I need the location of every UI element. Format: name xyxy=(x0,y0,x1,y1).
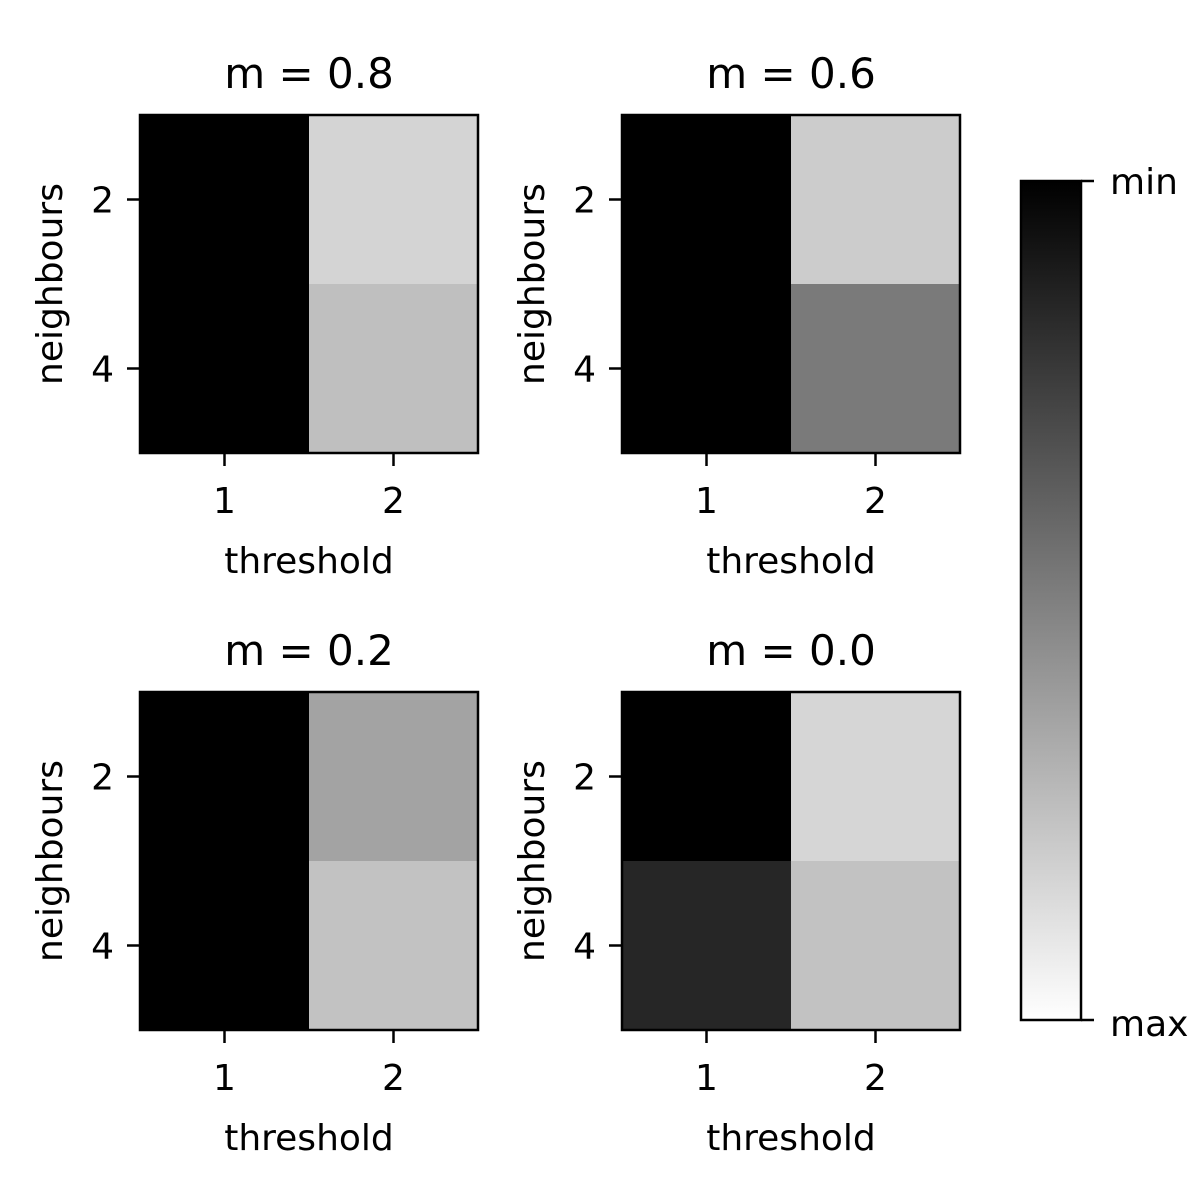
panel-title: m = 0.6 xyxy=(706,49,876,98)
panel-title: m = 0.2 xyxy=(224,626,394,675)
heatmap-cell-r1-c1 xyxy=(140,115,310,285)
heatmap-cell-r2-c1 xyxy=(140,861,310,1031)
axes-frame xyxy=(138,113,480,455)
heatmap-cell-r2-c1 xyxy=(622,284,792,454)
heatmap-cell-r1-c2 xyxy=(309,692,479,862)
axes-frame xyxy=(138,690,480,1032)
heatmap-cell-r1-c1 xyxy=(622,692,792,862)
x-tick-label-2: 2 xyxy=(864,1058,887,1099)
heatmap-cell-r1-c2 xyxy=(309,115,479,285)
x-axis-label: threshold xyxy=(224,541,394,582)
x-tick-label-1: 1 xyxy=(213,1058,236,1099)
y-axis-label: neighbours xyxy=(512,760,553,962)
colorbar-label-min: min xyxy=(1110,162,1178,203)
x-tick-label-2: 2 xyxy=(382,481,405,522)
colorbar-label-max: max xyxy=(1110,1004,1188,1045)
heatmap-cell-r2-c2 xyxy=(791,284,961,454)
y-axis-label: neighbours xyxy=(30,183,71,385)
y-tick-label-4: 4 xyxy=(573,350,596,391)
heatmap-cell-r2-c2 xyxy=(309,284,479,454)
colorbar: min max xyxy=(1019,162,1188,1045)
colorbar-frame xyxy=(1019,179,1083,1022)
x-tick-label-1: 1 xyxy=(695,481,718,522)
y-tick-label-4: 4 xyxy=(91,927,114,968)
panel-title: m = 0.8 xyxy=(224,49,394,98)
heatmap-cell-r2-c2 xyxy=(309,861,479,1031)
y-axis-label: neighbours xyxy=(30,760,71,962)
y-tick-label-4: 4 xyxy=(91,350,114,391)
heatmap-panel-4: m = 0.0 1 2 2 4 threshold neighbours xyxy=(512,626,962,1159)
x-axis-label: threshold xyxy=(706,541,876,582)
x-tick-label-2: 2 xyxy=(382,1058,405,1099)
y-axis-label: neighbours xyxy=(512,183,553,385)
heatmap-cell-r2-c1 xyxy=(140,284,310,454)
heatmap-panel-3: m = 0.2 1 2 2 4 threshold neighbours xyxy=(30,626,480,1159)
heatmap-panel-2: m = 0.6 1 2 2 4 threshold neighbours xyxy=(512,49,962,582)
x-tick-label-2: 2 xyxy=(864,481,887,522)
heatmap-panels: m = 0.8 1 2 2 4 threshold neighbours m = 0.6 1 2 2… xyxy=(30,49,962,1159)
axes-frame xyxy=(620,113,962,455)
y-tick-label-2: 2 xyxy=(573,758,596,799)
x-axis-label: threshold xyxy=(224,1118,394,1159)
x-tick-label-1: 1 xyxy=(695,1058,718,1099)
heatmap-cell-r1-c2 xyxy=(791,692,961,862)
heatmap-cell-r2-c1 xyxy=(622,861,792,1031)
y-tick-label-4: 4 xyxy=(573,927,596,968)
panel-title: m = 0.0 xyxy=(706,626,876,675)
heatmap-cell-r2-c2 xyxy=(791,861,961,1031)
y-tick-label-2: 2 xyxy=(573,181,596,222)
y-tick-label-2: 2 xyxy=(91,758,114,799)
heatmap-cell-r1-c1 xyxy=(622,115,792,285)
heatmap-cell-r1-c2 xyxy=(791,115,961,285)
colorbar-gradient xyxy=(1021,181,1081,1020)
x-axis-label: threshold xyxy=(706,1118,876,1159)
axes-frame xyxy=(620,690,962,1032)
y-tick-label-2: 2 xyxy=(91,181,114,222)
heatmap-panel-1: m = 0.8 1 2 2 4 threshold neighbours xyxy=(30,49,480,582)
x-tick-label-1: 1 xyxy=(213,481,236,522)
heatmap-cell-r1-c1 xyxy=(140,692,310,862)
